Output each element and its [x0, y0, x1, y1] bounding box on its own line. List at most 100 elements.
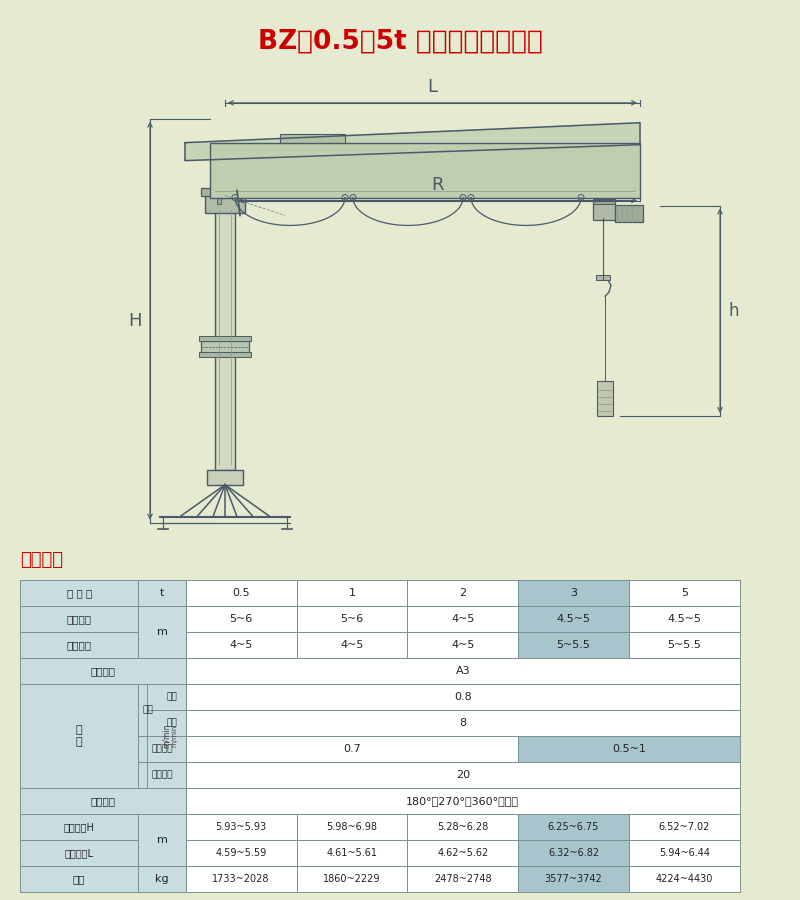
- Text: 慢速: 慢速: [166, 693, 178, 702]
- Text: 起升高度: 起升高度: [66, 614, 92, 625]
- Polygon shape: [185, 122, 640, 160]
- Bar: [205, 194, 245, 213]
- Bar: [186, 788, 740, 814]
- Text: 4.62~5.62: 4.62~5.62: [437, 848, 488, 858]
- Text: 4224~4430: 4224~4430: [656, 874, 713, 884]
- Text: 5.28~6.28: 5.28~6.28: [437, 822, 488, 832]
- Bar: [615, 204, 643, 222]
- Text: 1733~2028: 1733~2028: [213, 874, 270, 884]
- Bar: [20, 866, 138, 892]
- Bar: [186, 684, 740, 710]
- Bar: [147, 684, 186, 710]
- Bar: [518, 814, 629, 840]
- Bar: [297, 632, 407, 658]
- Text: 有效半径: 有效半径: [66, 640, 92, 650]
- Bar: [138, 580, 186, 607]
- Bar: [407, 607, 518, 632]
- Text: 4.59~5.59: 4.59~5.59: [215, 848, 267, 858]
- Text: 6.25~6.75: 6.25~6.75: [548, 822, 599, 832]
- Bar: [186, 736, 518, 762]
- Text: m: m: [157, 627, 167, 637]
- Text: R: R: [431, 176, 444, 194]
- Bar: [138, 736, 186, 762]
- Bar: [138, 814, 186, 866]
- Bar: [186, 762, 740, 788]
- Text: 2: 2: [459, 589, 466, 598]
- Text: 8: 8: [459, 718, 466, 728]
- Bar: [158, 684, 186, 710]
- Text: 5.98~6.98: 5.98~6.98: [326, 822, 378, 832]
- Bar: [186, 866, 297, 892]
- Text: 0.7: 0.7: [343, 744, 361, 754]
- Bar: [186, 814, 297, 840]
- Text: 0.5~1: 0.5~1: [612, 744, 646, 754]
- Bar: [593, 199, 615, 203]
- Text: A3: A3: [455, 666, 470, 676]
- Bar: [201, 187, 249, 195]
- Text: 5: 5: [681, 589, 688, 598]
- Bar: [186, 632, 297, 658]
- Text: m/min: m/min: [162, 724, 171, 749]
- Text: 工作制度: 工作制度: [90, 666, 115, 676]
- Text: 4~5: 4~5: [230, 640, 253, 650]
- Text: 6.52~7.02: 6.52~7.02: [658, 822, 710, 832]
- Bar: [518, 736, 740, 762]
- Text: 起 重 量: 起 重 量: [66, 589, 92, 598]
- Bar: [629, 866, 740, 892]
- Bar: [138, 866, 186, 892]
- Text: 5~5.5: 5~5.5: [557, 640, 590, 650]
- Text: 0.8: 0.8: [454, 692, 472, 702]
- Text: h: h: [728, 302, 738, 319]
- Bar: [217, 197, 221, 203]
- Text: 0.5: 0.5: [232, 589, 250, 598]
- Bar: [297, 580, 407, 607]
- Text: BZ型0.5～5t 定柱式悬臂起重机: BZ型0.5～5t 定柱式悬臂起重机: [258, 29, 542, 55]
- Text: m: m: [157, 835, 167, 845]
- Text: 回转角度: 回转角度: [90, 796, 115, 806]
- Text: L: L: [427, 77, 438, 95]
- Bar: [629, 814, 740, 840]
- Text: 5.94~6.44: 5.94~6.44: [658, 848, 710, 858]
- Bar: [407, 632, 518, 658]
- Text: 技术规格: 技术规格: [20, 551, 63, 569]
- Bar: [20, 814, 138, 840]
- Text: 1860~2229: 1860~2229: [323, 874, 381, 884]
- Bar: [147, 762, 186, 788]
- Text: kg: kg: [155, 874, 169, 884]
- Bar: [297, 840, 407, 866]
- Bar: [138, 607, 186, 658]
- Text: H: H: [129, 311, 142, 329]
- Bar: [407, 814, 518, 840]
- Text: m/min: m/min: [171, 724, 177, 747]
- Bar: [215, 205, 235, 470]
- Bar: [210, 143, 640, 197]
- Bar: [20, 840, 138, 866]
- Text: 4~5: 4~5: [340, 640, 364, 650]
- Text: 起升: 起升: [143, 706, 154, 715]
- Text: 4.5~5: 4.5~5: [557, 614, 590, 625]
- Bar: [407, 866, 518, 892]
- Text: 运行速度: 运行速度: [151, 770, 173, 779]
- Bar: [407, 840, 518, 866]
- Bar: [20, 607, 138, 632]
- Bar: [186, 658, 740, 684]
- Text: t: t: [160, 589, 164, 598]
- Bar: [20, 632, 138, 658]
- Text: 总重: 总重: [73, 874, 86, 884]
- Bar: [186, 710, 740, 736]
- Bar: [518, 840, 629, 866]
- Text: 回转速度: 回转速度: [151, 744, 173, 753]
- Text: 2478~2748: 2478~2748: [434, 874, 491, 884]
- Text: 最大长度L: 最大长度L: [65, 848, 94, 858]
- Bar: [297, 607, 407, 632]
- Bar: [629, 607, 740, 632]
- Bar: [186, 840, 297, 866]
- Bar: [518, 607, 629, 632]
- Bar: [186, 580, 297, 607]
- Bar: [629, 580, 740, 607]
- Text: 20: 20: [456, 770, 470, 780]
- Bar: [20, 580, 138, 607]
- Text: 1: 1: [349, 589, 355, 598]
- Text: 4.61~5.61: 4.61~5.61: [326, 848, 378, 858]
- Text: 常速: 常速: [166, 718, 178, 727]
